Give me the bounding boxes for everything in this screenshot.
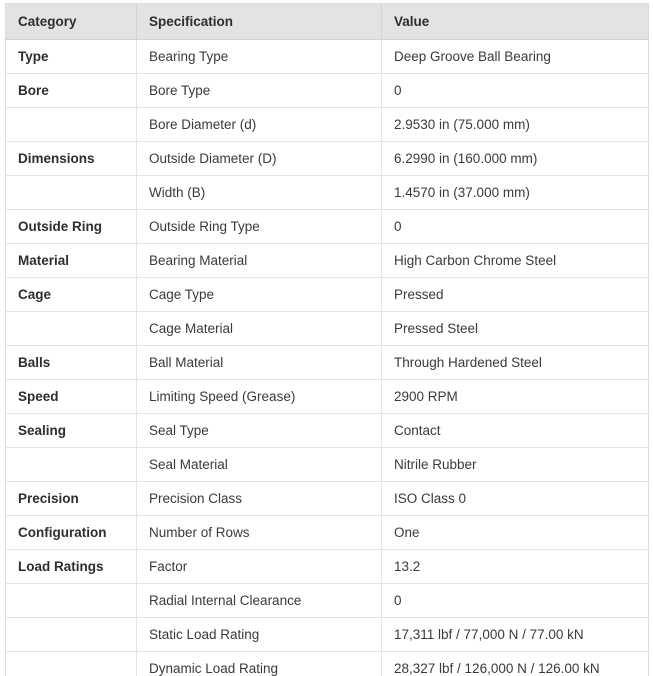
table-row[interactable]: Type Bearing Type Deep Groove Ball Bearing [5,39,649,74]
table-body: Type Bearing Type Deep Groove Ball Bearing… [5,39,649,676]
cell-specification: Seal Type [136,413,382,448]
cell-specification: Radial Internal Clearance [136,583,382,618]
cell-category: Cage [5,277,137,312]
table-row[interactable]: Configuration Number of Rows One [5,515,649,550]
cell-category: Outside Ring [5,209,137,244]
bearing-specification-table: Category Specification Value Type Bearing… [5,3,649,676]
cell-specification: Limiting Speed (Grease) [136,379,382,414]
cell-specification: Precision Class [136,481,382,516]
cell-category: Speed [5,379,137,414]
cell-value: Contact [381,413,649,448]
cell-category: Configuration [5,515,137,550]
cell-specification: Bearing Material [136,243,382,278]
cell-value: Pressed Steel [381,311,649,346]
cell-value: 2.9530 in (75.000 mm) [381,107,649,142]
cell-category [5,175,137,210]
cell-specification: Outside Diameter (D) [136,141,382,176]
table-row[interactable]: Width (B) 1.4570 in (37.000 mm) [5,175,649,210]
cell-specification: Cage Type [136,277,382,312]
cell-specification: Factor [136,549,382,584]
table-row[interactable]: Precision Precision Class ISO Class 0 [5,481,649,516]
table-row[interactable]: Seal Material Nitrile Rubber [5,447,649,482]
cell-value: 28,327 lbf / 126,000 N / 126.00 kN [381,651,649,676]
cell-specification: Ball Material [136,345,382,380]
cell-category: Precision [5,481,137,516]
column-header-category[interactable]: Category [5,3,137,40]
cell-specification: Width (B) [136,175,382,210]
cell-specification: Number of Rows [136,515,382,550]
cell-value: 0 [381,583,649,618]
cell-value: High Carbon Chrome Steel [381,243,649,278]
column-header-specification[interactable]: Specification [136,3,382,40]
cell-category: Sealing [5,413,137,448]
cell-category: Material [5,243,137,278]
cell-specification: Bearing Type [136,39,382,74]
table-row[interactable]: Balls Ball Material Through Hardened Steel [5,345,649,380]
table-row[interactable]: Dynamic Load Rating 28,327 lbf / 126,000 … [5,651,649,676]
cell-value: 1.4570 in (37.000 mm) [381,175,649,210]
cell-category [5,583,137,618]
column-header-value[interactable]: Value [381,3,649,40]
cell-category [5,617,137,652]
cell-value: 0 [381,73,649,108]
table-header-row: Category Specification Value [5,3,649,40]
cell-category: Balls [5,345,137,380]
cell-category [5,107,137,142]
cell-category [5,651,137,676]
cell-category: Bore [5,73,137,108]
table-row[interactable]: Sealing Seal Type Contact [5,413,649,448]
table-row[interactable]: Dimensions Outside Diameter (D) 6.2990 in … [5,141,649,176]
cell-value: One [381,515,649,550]
table-row[interactable]: Static Load Rating 17,311 lbf / 77,000 N … [5,617,649,652]
table-row[interactable]: Radial Internal Clearance 0 [5,583,649,618]
cell-value: 2900 RPM [381,379,649,414]
cell-category [5,447,137,482]
table-row[interactable]: Cage Material Pressed Steel [5,311,649,346]
cell-category: Load Ratings [5,549,137,584]
cell-category: Type [5,39,137,74]
table-row[interactable]: Load Ratings Factor 13.2 [5,549,649,584]
table-header: Category Specification Value [5,3,649,40]
cell-category: Dimensions [5,141,137,176]
table-row[interactable]: Material Bearing Material High Carbon Chro… [5,243,649,278]
table-row[interactable]: Bore Diameter (d) 2.9530 in (75.000 mm) [5,107,649,142]
table-row[interactable]: Bore Bore Type 0 [5,73,649,108]
cell-value: 17,311 lbf / 77,000 N / 77.00 kN [381,617,649,652]
cell-specification: Seal Material [136,447,382,482]
cell-value: ISO Class 0 [381,481,649,516]
cell-value: Pressed [381,277,649,312]
cell-specification: Dynamic Load Rating [136,651,382,676]
cell-specification: Outside Ring Type [136,209,382,244]
table-row[interactable]: Outside Ring Outside Ring Type 0 [5,209,649,244]
cell-value: 6.2990 in (160.000 mm) [381,141,649,176]
cell-specification: Cage Material [136,311,382,346]
cell-value: 13.2 [381,549,649,584]
cell-specification: Static Load Rating [136,617,382,652]
cell-value: Deep Groove Ball Bearing [381,39,649,74]
cell-value: Through Hardened Steel [381,345,649,380]
cell-value: 0 [381,209,649,244]
table-row[interactable]: Speed Limiting Speed (Grease) 2900 RPM [5,379,649,414]
cell-specification: Bore Diameter (d) [136,107,382,142]
table-row[interactable]: Cage Cage Type Pressed [5,277,649,312]
cell-category [5,311,137,346]
cell-specification: Bore Type [136,73,382,108]
cell-value: Nitrile Rubber [381,447,649,482]
